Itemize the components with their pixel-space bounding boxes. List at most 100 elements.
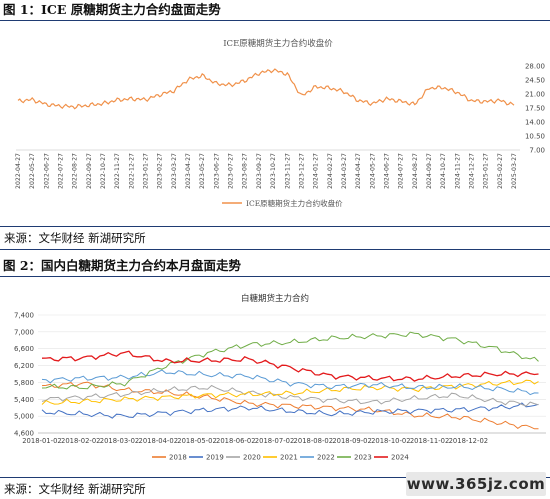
chart1-x-tick-label: 2024-08-27 <box>412 153 419 189</box>
chart1-y-tick-label: 17.50 <box>525 105 545 113</box>
chart1-x-tick-label: 2025-01-27 <box>483 153 490 189</box>
chart1-x-tick-label: 2024-11-27 <box>454 153 461 189</box>
chart1-y-tick-label: 21.00 <box>525 91 545 99</box>
chart1-x-tick-label: 2023-10-27 <box>270 153 277 189</box>
chart1-series-line <box>17 68 515 110</box>
chart2-x-tick-label: 2018-09-02 <box>332 437 372 445</box>
chart1-x-tick-label: 2024-12-27 <box>468 153 475 189</box>
chart2-legend-label: 2023 <box>354 454 372 462</box>
chart1-x-tick-label: 2024-07-27 <box>398 153 405 189</box>
chart2-series-2020 <box>41 384 539 407</box>
chart1-x-tick-label: 2023-07-27 <box>228 153 235 189</box>
chart1-x-tick-label: 2023-05-27 <box>199 153 206 189</box>
chart1-x-tick-label: 2023-02-27 <box>157 153 164 189</box>
chart2-y-tick-label: 5,000 <box>14 413 34 421</box>
chart1-x-tick-label: 2025-02-27 <box>497 153 504 189</box>
chart2-x-tick-label: 2018-03-02 <box>100 437 140 445</box>
chart2-x-tick-label: 2018-05-02 <box>177 437 217 445</box>
chart2-legend-label: 2022 <box>317 454 335 462</box>
chart2-x-tick-label: 2018-10-02 <box>371 437 411 445</box>
chart2-x-tick-label: 2018-04-02 <box>139 437 179 445</box>
chart-ice-raw-sugar: ICE原糖期货主力合约收盘价 28.00 24.50 21.00 17.50 14.00… <box>0 24 550 224</box>
chart1-x-tick-label: 2022-05-27 <box>29 153 36 189</box>
chart1-legend-label: ICE原糖期货主力合约收盘价 <box>246 198 343 208</box>
chart2-legend: 2018 2019 2020 2021 2022 2023 2024 <box>152 454 409 462</box>
chart2-y-tick-label: 5,400 <box>14 396 34 404</box>
chart1-x-tick-label: 2024-04-27 <box>355 153 362 189</box>
chart1-x-tick-label: 2022-04-27 <box>15 153 22 189</box>
chart1-y-tick-label: 14.00 <box>525 119 545 127</box>
figure2-top-rule <box>0 276 550 277</box>
chart2-gridlines <box>38 314 546 434</box>
chart2-series-lines <box>41 331 539 430</box>
chart-ice-raw-sugar-svg: ICE原糖期货主力合约收盘价 28.00 24.50 21.00 17.50 14.00… <box>15 38 545 208</box>
chart2-legend-label: 2021 <box>280 454 298 462</box>
chart1-x-tick-label: 2022-12-27 <box>128 153 135 189</box>
chart1-x-tick-label: 2022-09-27 <box>86 153 93 189</box>
chart1-x-tick-label: 2022-07-27 <box>58 153 65 189</box>
chart2-legend-label: 2018 <box>169 454 187 462</box>
chart1-x-tick-label: 2024-02-27 <box>327 153 334 189</box>
chart1-x-tick-label: 2022-10-27 <box>100 153 107 189</box>
figure1-source: 来源：文华财经 新湖研究所 <box>4 231 146 245</box>
chart1-x-tick-label: 2024-01-27 <box>313 153 320 189</box>
figure1-source-rule <box>0 249 550 250</box>
chart1-x-tick-label: 2023-01-27 <box>143 153 150 189</box>
figure1-bottom-rule <box>0 226 550 227</box>
figure1-top-rule <box>0 20 550 21</box>
chart2-series-2023 <box>41 331 539 390</box>
chart2-y-tick-label: 6,200 <box>14 362 34 370</box>
chart2-title: 白糖期货主力合约 <box>241 293 309 304</box>
chart2-y-ticks: 7,400 7,000 6,600 6,200 5,800 5,400 5,000 4,600 <box>14 312 34 438</box>
chart2-series-2022 <box>41 369 539 396</box>
chart2-series-2018 <box>41 381 539 430</box>
chart1-y-tick-label: 28.00 <box>525 63 545 71</box>
chart2-x-tick-label: 2018-02-02 <box>61 437 101 445</box>
chart2-y-tick-label: 4,600 <box>14 430 34 438</box>
chart1-x-tick-label: 2025-03-27 <box>511 153 518 189</box>
chart1-x-tick-label: 2023-08-27 <box>242 153 249 189</box>
chart1-y-tick-label: 10.50 <box>525 133 545 141</box>
chart1-x-tick-label: 2023-09-27 <box>256 153 263 189</box>
figure2-source: 来源：文华财经 新湖研究所 <box>4 482 146 496</box>
chart2-x-tick-label: 2018-08-02 <box>294 437 334 445</box>
chart1-x-tick-label: 2023-03-27 <box>171 153 178 189</box>
chart2-y-tick-label: 5,800 <box>14 379 34 387</box>
chart2-x-tick-label: 2018-11-02 <box>410 437 450 445</box>
figure2-bottom-rule <box>0 477 550 478</box>
chart2-x-tick-label: 2018-07-02 <box>255 437 295 445</box>
chart2-x-ticks: 2018-01-02 2018-02-02 2018-03-02 2018-04-02… <box>22 437 488 445</box>
figure1-caption: 图 1：ICE 原糖期货主力合约盘面走势 <box>3 2 221 17</box>
chart2-x-tick-label: 2018-12-02 <box>449 437 489 445</box>
chart1-y-tick-label: 7.00 <box>529 147 545 155</box>
chart1-x-tick-label: 2024-06-27 <box>383 153 390 189</box>
chart2-legend-label: 2019 <box>206 454 224 462</box>
chart2-series-2021 <box>41 379 539 405</box>
chart1-x-tick-label: 2024-10-27 <box>440 153 447 189</box>
chart2-series-2024 <box>41 350 539 382</box>
chart-domestic-white-sugar-svg: 白糖期货主力合约 7,400 7,000 6,600 6,200 5,800 5,400 5… <box>14 293 546 462</box>
chart1-x-tick-label: 2022-06-27 <box>43 153 50 189</box>
chart1-x-tick-label: 2023-06-27 <box>213 153 220 189</box>
chart2-legend-label: 2020 <box>243 454 261 462</box>
figure2-caption: 图 2：国内白糖期货主力合约本月盘面走势 <box>3 258 242 273</box>
chart1-x-tick-label: 2022-08-27 <box>72 153 79 189</box>
chart2-legend-label: 2024 <box>391 454 409 462</box>
chart1-x-tick-label: 2022-11-27 <box>114 153 121 189</box>
chart1-x-tick-label: 2024-09-27 <box>426 153 433 189</box>
chart1-x-tick-label: 2023-11-27 <box>284 153 291 189</box>
chart1-x-tick-label: 2023-12-27 <box>298 153 305 189</box>
chart2-y-tick-label: 7,000 <box>14 328 34 336</box>
chart2-y-tick-label: 6,600 <box>14 345 34 353</box>
chart1-title: ICE原糖期货主力合约收盘价 <box>223 38 333 49</box>
watermark-badge: www.365jz.com <box>406 472 546 496</box>
chart1-x-tick-label: 2023-04-27 <box>185 153 192 189</box>
chart-domestic-white-sugar: 白糖期货主力合约 7,400 7,000 6,600 6,200 5,800 5,400 5… <box>0 279 550 477</box>
chart1-x-tick-label: 2024-05-27 <box>369 153 376 189</box>
chart2-series-2019 <box>41 402 539 419</box>
chart2-x-tick-label: 2018-06-02 <box>216 437 256 445</box>
chart1-x-tick-label: 2024-03-27 <box>341 153 348 189</box>
chart1-y-ticks: 28.00 24.50 21.00 17.50 14.00 10.50 7.00 <box>525 63 545 155</box>
chart1-y-tick-label: 24.50 <box>525 77 545 85</box>
chart1-x-ticks: 2022-04-27 2022-05-27 2022-06-27 2022-07-27… <box>15 153 518 189</box>
